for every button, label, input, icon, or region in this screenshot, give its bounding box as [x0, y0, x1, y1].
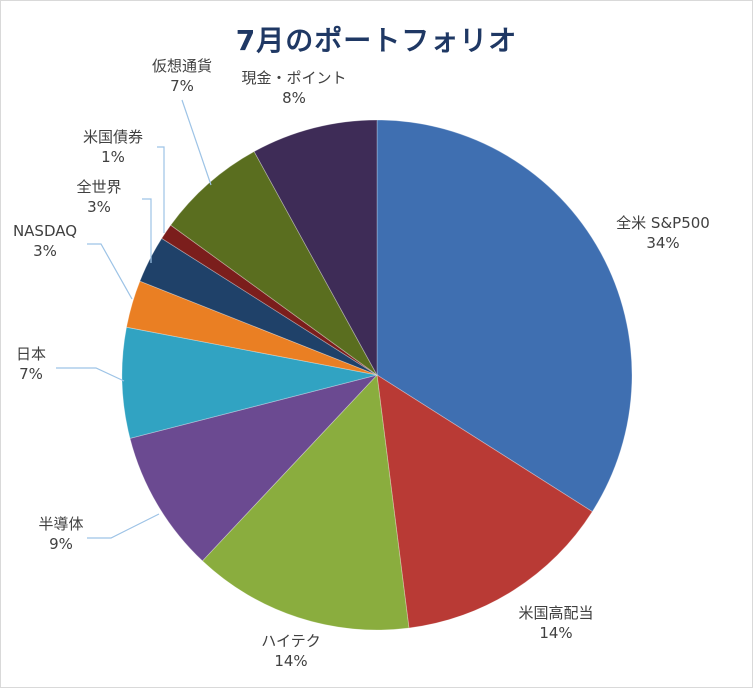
leader-line — [87, 243, 133, 300]
pie-slice — [376, 374, 593, 629]
pie-slice — [121, 326, 378, 439]
slice-label: 米国高配当 — [518, 604, 593, 622]
leader-line — [181, 99, 212, 186]
chart-title: 7月のポートフォリオ — [235, 24, 518, 57]
slice-percent-label: 7% — [170, 77, 194, 95]
slice-percent-label: 3% — [87, 198, 111, 216]
pie-slice — [126, 280, 378, 376]
leader-line — [87, 513, 160, 539]
leader-line — [157, 146, 165, 233]
leader-line — [142, 198, 152, 263]
pie-slice — [161, 224, 378, 376]
slice-label: 日本 — [16, 345, 46, 363]
slice-label: 米国債券 — [83, 128, 143, 146]
slice-label: 仮想通貨 — [152, 57, 212, 75]
slice-label: 全米 S&P500 — [616, 214, 710, 232]
slice-percent-label: 3% — [33, 242, 57, 260]
leader-line — [56, 367, 125, 382]
slice-label: 全世界 — [76, 178, 121, 196]
slice-label: 半導体 — [38, 515, 83, 533]
slice-percent-label: 34% — [646, 234, 679, 252]
slice-label: ハイテク — [261, 632, 320, 650]
slice-label: NASDAQ — [13, 222, 77, 240]
pie-slice — [129, 374, 379, 562]
slice-label: 現金・ポイント — [241, 69, 346, 87]
slice-percent-label: 14% — [274, 652, 307, 670]
slice-percent-label: 1% — [101, 148, 125, 166]
pie-slice — [201, 374, 410, 631]
pie-slice — [376, 119, 633, 513]
slice-percent-label: 7% — [19, 365, 43, 383]
pie-slice — [170, 150, 378, 376]
slice-percent-label: 9% — [49, 535, 73, 553]
slice-percent-label: 14% — [539, 624, 572, 642]
slice-percent-label: 8% — [282, 89, 306, 107]
pie-slice — [253, 119, 378, 376]
pie-slice — [139, 237, 378, 376]
